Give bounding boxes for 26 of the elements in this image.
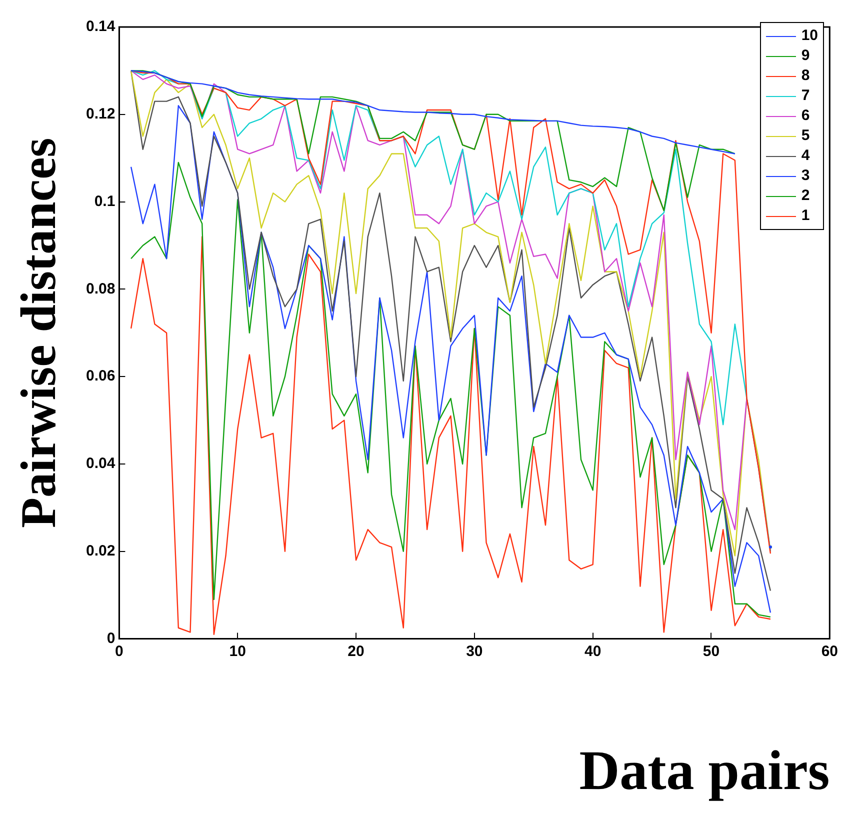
y-tick-label: 0.04 (86, 455, 116, 472)
x-tick-label: 10 (229, 642, 246, 660)
y-tick-label: 0.12 (86, 106, 116, 123)
y-tick-label: 0.06 (86, 368, 116, 385)
legend-label: 5 (801, 126, 810, 146)
legend-label: 1 (801, 206, 810, 226)
y-tick-label: 0 (106, 630, 116, 647)
legend-label: 7 (801, 86, 810, 106)
x-axis-title: Data pairs (579, 740, 830, 802)
legend-label: 2 (801, 186, 810, 206)
x-tick-label: 30 (466, 642, 483, 660)
legend-label: 8 (801, 66, 810, 86)
y-tick-label: 0.02 (86, 542, 116, 560)
x-tick-label: 60 (821, 642, 838, 660)
legend-label: 3 (801, 166, 810, 186)
legend-label: 10 (801, 26, 818, 46)
y-axis-title: Pairwise distances (10, 138, 66, 528)
legend-label: 9 (801, 46, 810, 66)
y-tick-label: 0.08 (86, 280, 116, 298)
x-tick-label: 40 (584, 642, 602, 660)
y-tick-label: 0.1 (94, 192, 116, 210)
legend-label: 4 (801, 146, 810, 166)
x-tick-label: 50 (702, 642, 720, 660)
y-tick-label: 0.14 (86, 18, 116, 36)
x-tick-label: 20 (348, 642, 364, 660)
legend-label: 6 (801, 106, 810, 126)
